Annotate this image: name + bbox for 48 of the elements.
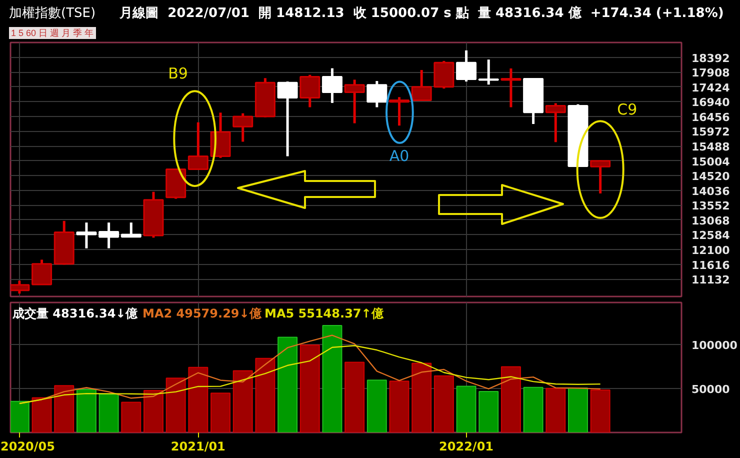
- y-tick-label: 15972: [692, 126, 730, 139]
- candlestick: [120, 221, 142, 239]
- y-tick-label: 100000: [692, 339, 738, 352]
- y-tick-label: 12584: [692, 229, 730, 242]
- y-tick-label: 18392: [692, 52, 730, 65]
- candlestick: [10, 279, 30, 295]
- y-tick-label: 17424: [692, 81, 730, 94]
- candlestick: [456, 49, 477, 83]
- chart-title: 加權指數(TSE): [9, 6, 96, 21]
- x-tick-label: 2022/01: [439, 440, 494, 454]
- y-tick-label: 16940: [692, 96, 730, 110]
- candlestick: [98, 221, 120, 250]
- y-tick-label: 12100: [692, 244, 730, 257]
- y-tick-label: 15488: [692, 140, 730, 154]
- candlestick: [32, 258, 52, 286]
- y-tick-label: 13068: [692, 214, 730, 228]
- candlestick: [322, 67, 342, 104]
- text: 1 5 60 日 週 月 季 年: [9, 26, 96, 40]
- candlestick: [478, 58, 499, 86]
- candlestick: [188, 121, 208, 171]
- y-tick-label: 50000: [692, 383, 730, 396]
- x-tick-label: 2020/05: [0, 440, 55, 454]
- candlestick: [389, 96, 410, 127]
- y-tick-label: 15004: [692, 155, 730, 168]
- chart-subtitle: 月線圖 2022/07/01 開 14812.13 收 15000.07 s 點 量 48316.34 億 +174.34 (+1.18%): [120, 6, 724, 21]
- y-tick-label: 14036: [692, 184, 730, 198]
- y-tick-label: 11132: [692, 274, 730, 287]
- annotation: A0: [389, 147, 410, 166]
- x-tick-label: 2021/01: [170, 440, 226, 454]
- y-tick-label: 13552: [692, 200, 730, 213]
- candlestick: [76, 221, 97, 250]
- candlestick: [500, 67, 522, 108]
- candlestick: [344, 78, 365, 125]
- text: MA2 49579.29↓億: [142, 306, 262, 320]
- y-tick-label: 17908: [692, 66, 730, 80]
- text: MA5 55148.37↑億: [264, 306, 384, 320]
- candlestick: [300, 74, 320, 108]
- candlestick: [277, 80, 298, 158]
- candlestick: [545, 102, 566, 144]
- annotation: B9: [168, 64, 188, 83]
- y-tick-label: 11616: [692, 258, 730, 272]
- y-tick-label: 16456: [692, 110, 730, 124]
- annotation: 成交量 48316.34↓億: [12, 306, 139, 320]
- y-tick-label: 14520: [692, 170, 730, 184]
- candlestick: [366, 80, 388, 108]
- candlestick: [232, 112, 254, 143]
- candlestick: [590, 158, 611, 195]
- annotation: C9: [617, 100, 638, 118]
